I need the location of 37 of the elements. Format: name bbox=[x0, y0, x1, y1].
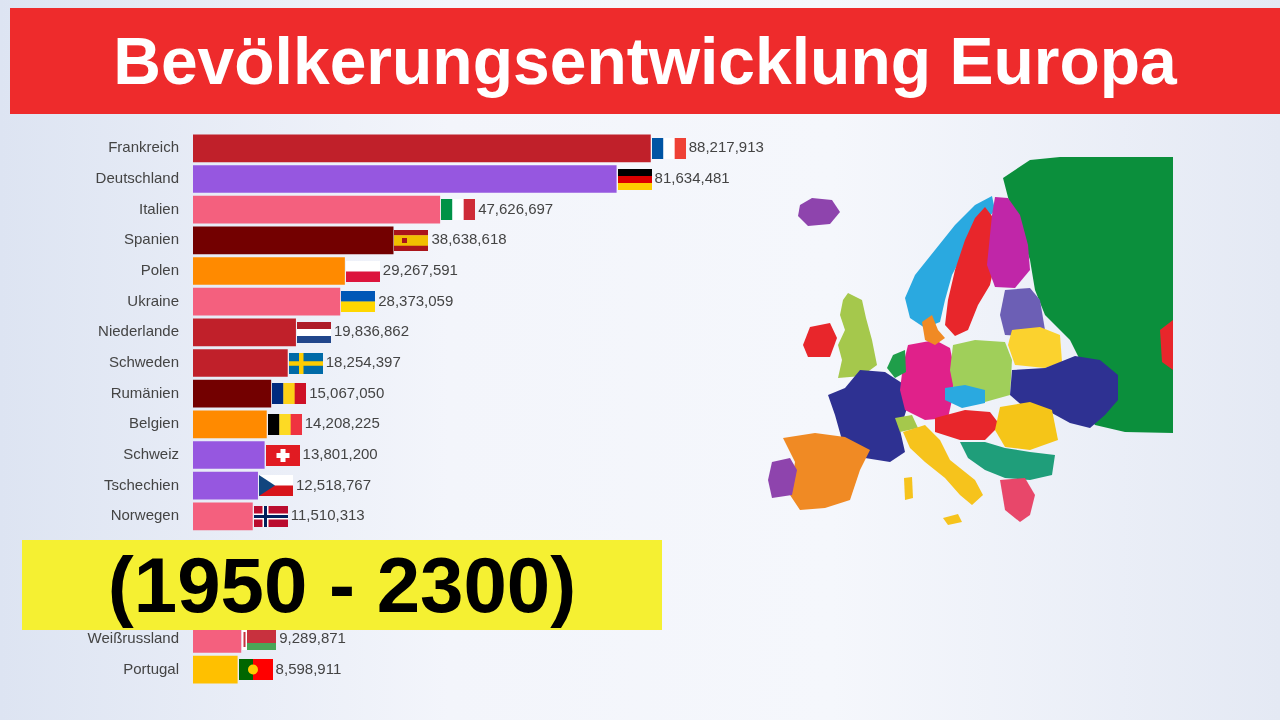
data-label: 29,267,591 bbox=[382, 261, 458, 279]
data-label: 8,598,911 bbox=[275, 659, 342, 677]
y-tick-label: Weißrussland bbox=[87, 629, 179, 647]
bar bbox=[193, 165, 617, 193]
bar bbox=[193, 318, 296, 347]
data-label: 18,254,397 bbox=[325, 353, 401, 371]
data-label: 14,208,225 bbox=[304, 414, 380, 432]
chart-title: Bevölkerungsentwicklung Europa bbox=[113, 23, 1177, 99]
text: (1950 - 2300) bbox=[107, 539, 577, 631]
y-tick-label: Norwegen bbox=[110, 506, 179, 524]
data-label: 88,217,913 bbox=[688, 138, 764, 156]
y-tick-label: Polen bbox=[140, 261, 179, 279]
bar bbox=[193, 257, 345, 285]
y-tick-label: Italien bbox=[138, 199, 179, 217]
bar bbox=[193, 287, 341, 316]
data-label: 38,638,618 bbox=[431, 230, 507, 248]
data-label: 11,510,313 bbox=[290, 506, 365, 524]
bar bbox=[193, 226, 394, 255]
data-label: 81,634,481 bbox=[654, 169, 730, 187]
data-label: 28,373,059 bbox=[378, 291, 454, 309]
data-label: 47,626,697 bbox=[478, 199, 554, 217]
y-tick-label: Portugal bbox=[123, 659, 179, 677]
y-tick-label: Schweden bbox=[108, 353, 179, 371]
y-tick-label: Belgien bbox=[128, 414, 179, 432]
data-label: 19,836,862 bbox=[333, 322, 410, 340]
y-tick-label: Niederlande bbox=[98, 322, 179, 340]
y-tick-label: Frankreich bbox=[108, 138, 179, 156]
data-label: 13,801,200 bbox=[302, 445, 378, 463]
data-label: 9,289,871 bbox=[279, 629, 346, 647]
y-tick-label: Rumänien bbox=[110, 383, 179, 401]
y-tick-label: Spanien bbox=[123, 230, 179, 248]
y-tick-label: Tschechien bbox=[103, 475, 179, 493]
y-tick-label: Ukraine bbox=[127, 291, 179, 309]
data-label: 12,518,767 bbox=[295, 475, 372, 493]
y-tick-label: Deutschland bbox=[95, 169, 179, 187]
y-tick-label: Schweiz bbox=[123, 445, 179, 463]
data-label: 15,067,050 bbox=[309, 383, 385, 401]
